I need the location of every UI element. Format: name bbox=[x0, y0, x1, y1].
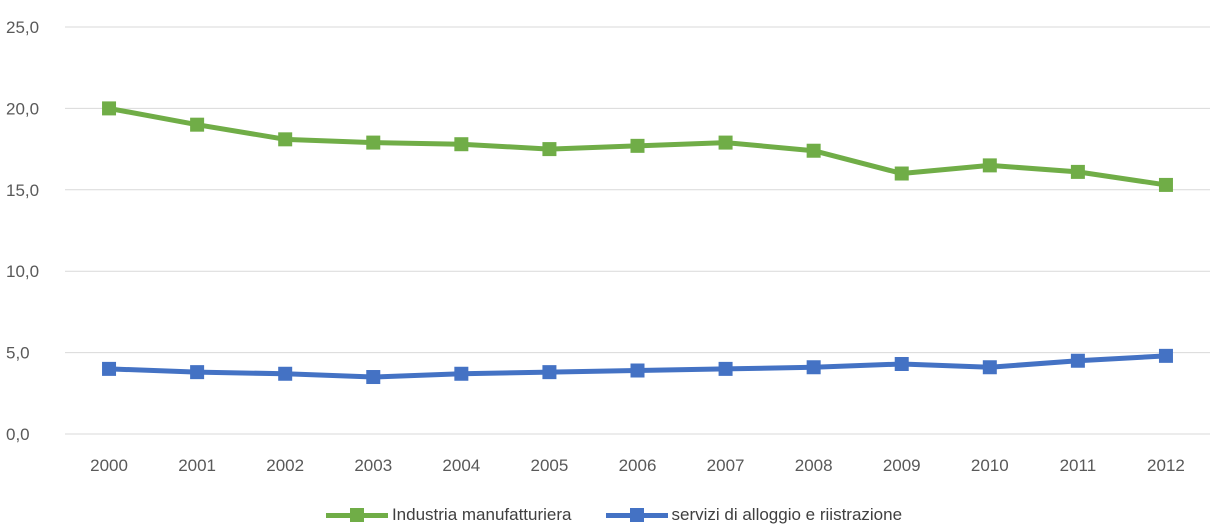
data-point bbox=[542, 142, 557, 157]
data-point bbox=[1158, 348, 1173, 363]
legend-swatch-servizi bbox=[605, 508, 668, 522]
x-tick-label: 2004 bbox=[442, 456, 480, 475]
data-point bbox=[718, 135, 733, 150]
y-tick-label: 10,0 bbox=[6, 262, 39, 281]
series-1 bbox=[102, 348, 1173, 385]
data-point bbox=[1070, 164, 1085, 179]
x-tick-label: 2009 bbox=[883, 456, 921, 475]
legend-swatch-industria bbox=[325, 508, 388, 522]
series-0 bbox=[102, 101, 1173, 192]
data-point bbox=[630, 138, 645, 153]
x-tick-label: 2010 bbox=[971, 456, 1009, 475]
data-point bbox=[630, 363, 645, 378]
data-point bbox=[806, 143, 821, 158]
y-tick-label: 20,0 bbox=[6, 99, 39, 118]
y-tick-label: 25,0 bbox=[6, 18, 39, 37]
gridlines bbox=[65, 26, 1210, 435]
y-tick-label: 5,0 bbox=[6, 344, 30, 363]
x-tick-label: 2012 bbox=[1147, 456, 1185, 475]
data-point bbox=[894, 356, 909, 371]
legend: Industria manufatturiera servizi di allo… bbox=[0, 506, 1228, 524]
data-point bbox=[366, 370, 381, 385]
data-point bbox=[190, 365, 205, 380]
data-point bbox=[454, 366, 469, 381]
data-point bbox=[102, 361, 117, 376]
x-tick-label: 2003 bbox=[354, 456, 392, 475]
x-tick-label: 2008 bbox=[795, 456, 833, 475]
legend-item-industria: Industria manufatturiera bbox=[325, 505, 572, 524]
x-tick-label: 2006 bbox=[619, 456, 657, 475]
x-tick-label: 2002 bbox=[266, 456, 304, 475]
x-axis-ticks: 2000 2001 2002 2003 2004 2005 2006 2007 2008 2009… bbox=[90, 456, 1185, 475]
data-point bbox=[806, 360, 821, 375]
data-point bbox=[718, 361, 733, 376]
legend-label-industria: Industria manufatturiera bbox=[391, 505, 572, 524]
x-tick-label: 2011 bbox=[1060, 456, 1097, 475]
series-group bbox=[102, 101, 1173, 385]
y-axis-ticks: 0,0 5,0 10,0 15,0 20,0 25,0 bbox=[6, 18, 39, 444]
data-point bbox=[1070, 353, 1085, 368]
data-point bbox=[982, 360, 997, 375]
y-tick-label: 15,0 bbox=[6, 181, 39, 200]
y-tick-label: 0,0 bbox=[6, 425, 30, 444]
data-point bbox=[102, 101, 117, 116]
legend-item-servizi: servizi di alloggio e riistrazione bbox=[605, 505, 903, 524]
x-tick-label: 2001 bbox=[178, 456, 216, 475]
data-point bbox=[454, 137, 469, 152]
data-point bbox=[894, 166, 909, 181]
data-point bbox=[542, 365, 557, 380]
x-tick-label: 2000 bbox=[90, 456, 128, 475]
data-point bbox=[1158, 177, 1173, 192]
data-point bbox=[366, 135, 381, 150]
x-tick-label: 2005 bbox=[531, 456, 569, 475]
data-point bbox=[982, 158, 997, 173]
data-point bbox=[278, 366, 293, 381]
data-point bbox=[190, 117, 205, 132]
data-point bbox=[278, 132, 293, 147]
x-tick-label: 2007 bbox=[707, 456, 745, 475]
legend-label-servizi: servizi di alloggio e riistrazione bbox=[671, 505, 903, 524]
